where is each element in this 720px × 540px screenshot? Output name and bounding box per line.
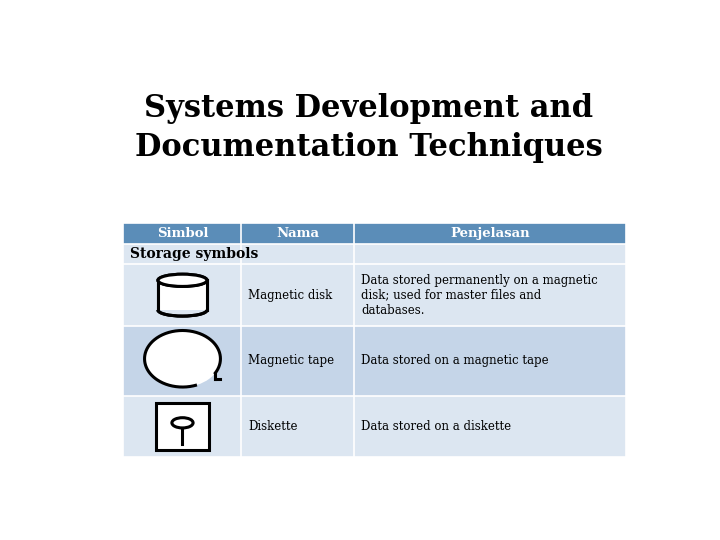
Bar [124,223,626,245]
Text: Data stored on a magnetic tape: Data stored on a magnetic tape [361,354,549,367]
Text: Data stored on a diskette: Data stored on a diskette [361,420,511,433]
Ellipse shape [172,418,193,428]
Text: Documentation Techniques: Documentation Techniques [135,132,603,164]
Bar [124,326,626,396]
Ellipse shape [158,274,207,286]
Text: Data stored permanently on a magnetic
disk; used for master files and
databases.: Data stored permanently on a magnetic di… [361,274,598,316]
Bar [156,403,209,450]
Text: Magnetic disk: Magnetic disk [248,289,333,302]
Bar [124,265,626,326]
Text: Systems Development and: Systems Development and [145,93,593,124]
Circle shape [145,330,220,387]
Text: Simbol: Simbol [157,227,208,240]
Bar [124,245,626,265]
Ellipse shape [158,274,207,286]
Bar [158,280,207,310]
Bar [124,396,626,457]
Text: Magnetic tape: Magnetic tape [248,354,334,367]
Text: Diskette: Diskette [248,420,297,433]
Text: Penjelasan: Penjelasan [450,227,530,240]
Text: Storage symbols: Storage symbols [130,247,258,261]
Text: Nama: Nama [276,227,320,240]
